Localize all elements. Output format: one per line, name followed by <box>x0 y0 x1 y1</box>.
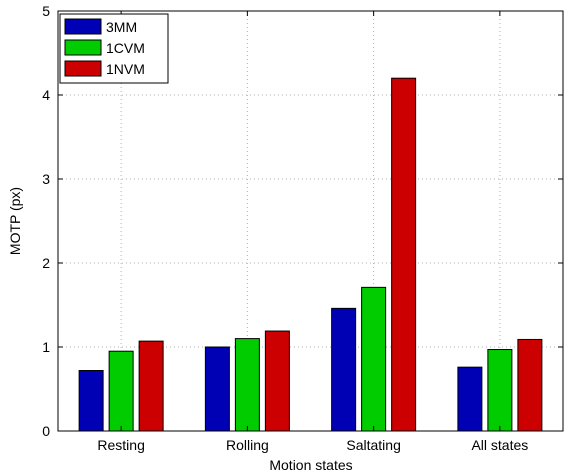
y-tick-label-0: 0 <box>42 423 50 439</box>
y-tick-label-4: 4 <box>42 87 50 103</box>
legend-label-1cvm: 1CVM <box>106 40 145 56</box>
legend-swatch-1nvm <box>64 60 102 77</box>
y-tick-label-5: 5 <box>42 3 50 19</box>
bar-1cvm-resting <box>108 350 134 432</box>
bar-1cvm-all-states <box>487 349 513 432</box>
x-tick-label-3: All states <box>471 437 528 453</box>
bar-1nvm-resting <box>138 340 164 432</box>
bar-1nvm-all-states <box>517 338 543 432</box>
plot-frame <box>57 10 564 432</box>
legend-label-1nvm: 1NVM <box>106 61 145 77</box>
bar-1nvm-saltating <box>391 77 417 432</box>
x-axis-title: Motion states <box>269 457 352 473</box>
legend: 3MM 1CVM 1NVM <box>59 13 169 84</box>
y-tick-label-2: 2 <box>42 255 50 271</box>
bar-3mm-all-states <box>457 366 483 432</box>
y-axis-ticks: 0 1 2 3 4 5 <box>42 3 563 439</box>
bar-1cvm-rolling <box>234 338 260 432</box>
legend-label-3mm: 3MM <box>106 19 137 35</box>
x-tick-label-1: Rolling <box>226 437 269 453</box>
bar-1cvm-saltating <box>361 286 387 432</box>
bar-3mm-saltating <box>331 307 357 432</box>
legend-swatch-3mm <box>64 18 102 35</box>
bar-3mm-rolling <box>204 346 230 432</box>
bar-1nvm-rolling <box>264 330 290 432</box>
y-tick-label-1: 1 <box>42 339 50 355</box>
legend-swatch-1cvm <box>64 39 102 56</box>
bars <box>78 77 543 432</box>
y-axis-title: MOTP (px) <box>7 187 23 255</box>
grid-lines <box>58 11 563 431</box>
x-tick-label-2: Saltating <box>346 437 400 453</box>
y-tick-label-3: 3 <box>42 171 50 187</box>
bar-3mm-resting <box>78 370 104 432</box>
x-axis-ticks: Resting Rolling Saltating All states <box>97 11 528 453</box>
x-tick-label-0: Resting <box>97 437 144 453</box>
